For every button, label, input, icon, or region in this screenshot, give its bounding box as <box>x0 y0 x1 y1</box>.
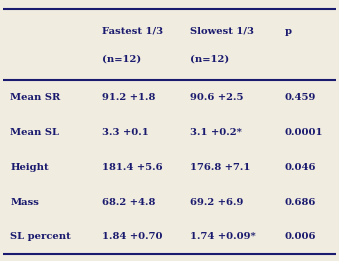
Text: Mean SL: Mean SL <box>10 128 59 137</box>
Text: 0.686: 0.686 <box>285 198 316 206</box>
Text: Fastest 1/3: Fastest 1/3 <box>102 27 163 36</box>
Text: 68.2 +4.8: 68.2 +4.8 <box>102 198 155 206</box>
Text: (n=12): (n=12) <box>190 54 229 63</box>
Text: (n=12): (n=12) <box>102 54 141 63</box>
Text: SL percent: SL percent <box>10 233 71 241</box>
Text: 90.6 +2.5: 90.6 +2.5 <box>190 93 243 102</box>
Text: 176.8 +7.1: 176.8 +7.1 <box>190 163 250 171</box>
Text: Height: Height <box>10 163 49 171</box>
Text: Mass: Mass <box>10 198 39 206</box>
Text: 1.84 +0.70: 1.84 +0.70 <box>102 233 162 241</box>
Text: 3.3 +0.1: 3.3 +0.1 <box>102 128 148 137</box>
Text: 69.2 +6.9: 69.2 +6.9 <box>190 198 243 206</box>
Text: 0.0001: 0.0001 <box>285 128 323 137</box>
Text: 1.74 +0.09*: 1.74 +0.09* <box>190 233 256 241</box>
Text: Slowest 1/3: Slowest 1/3 <box>190 27 254 36</box>
Text: 0.046: 0.046 <box>285 163 316 171</box>
Text: 3.1 +0.2*: 3.1 +0.2* <box>190 128 242 137</box>
Text: 0.459: 0.459 <box>285 93 316 102</box>
Text: p: p <box>285 27 292 36</box>
Text: Mean SR: Mean SR <box>10 93 60 102</box>
Text: 0.006: 0.006 <box>285 233 316 241</box>
Text: 181.4 +5.6: 181.4 +5.6 <box>102 163 162 171</box>
Text: 91.2 +1.8: 91.2 +1.8 <box>102 93 155 102</box>
